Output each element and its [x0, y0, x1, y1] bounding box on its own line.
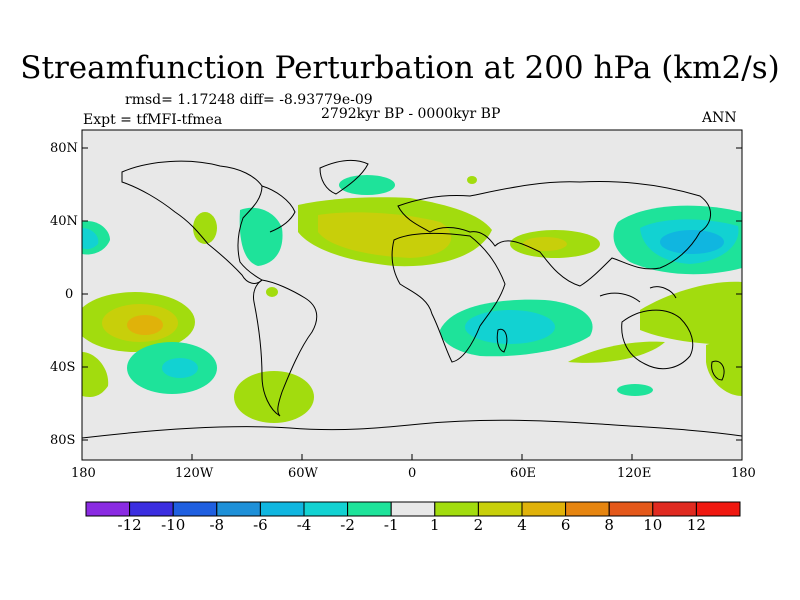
colorbar-box — [347, 501, 392, 517]
colorbar-box — [303, 501, 349, 517]
colorbar-box — [652, 501, 697, 517]
lon-label-180e: 180 — [731, 466, 756, 481]
colorbar — [85, 501, 741, 517]
antarctica-coast — [82, 419, 742, 439]
lon-label-180w: 180 — [71, 466, 96, 481]
northeast-america-coast — [261, 185, 296, 233]
madagascar-coast — [496, 328, 508, 353]
lat-label-40s: 40S — [50, 360, 76, 375]
anomaly-north-america-east — [239, 207, 283, 266]
anomaly-layer — [82, 175, 742, 423]
colorbar-box — [129, 501, 174, 517]
australia-coast — [621, 309, 694, 370]
colorbar-label: 4 — [517, 516, 527, 534]
map-background — [82, 130, 742, 460]
anomaly-arctic-small — [467, 176, 477, 184]
colorbar-box — [477, 501, 523, 517]
anomaly-north-atlantic-high-lat — [339, 175, 395, 195]
new-zealand-coast — [711, 360, 725, 381]
colorbar-box — [565, 501, 610, 517]
colorbar-label: 12 — [686, 516, 706, 534]
anomaly-central-north-pacific-core — [82, 228, 99, 250]
colorbar-label: -2 — [340, 516, 355, 534]
colorbar-label: -6 — [253, 516, 268, 534]
lon-label-120w: 120W — [175, 466, 214, 481]
lon-ticks — [191, 454, 633, 460]
colorbar-label: 8 — [604, 516, 614, 534]
anomaly-southern-south-america — [234, 371, 314, 423]
colorbar-label: 6 — [560, 516, 571, 534]
colorbar-label: -4 — [296, 516, 312, 534]
period-label: 2792kyr BP - 0000kyr BP — [321, 106, 501, 122]
lat-ticks — [82, 147, 742, 441]
lon-label-120e: 120E — [617, 466, 652, 481]
colorbar-box — [172, 501, 218, 517]
south-america-coast — [253, 279, 318, 417]
coastlines — [82, 160, 742, 439]
anomaly-australia-north — [640, 281, 742, 345]
colorbar-label: 10 — [643, 516, 663, 534]
eurasia-coast — [397, 181, 711, 287]
colorbar-label: 1 — [430, 516, 440, 534]
anomaly-east-pacific-north — [193, 212, 217, 244]
colorbar-label: -10 — [161, 516, 186, 534]
anomaly-west-edge-south — [82, 352, 109, 397]
lat-label-40n: 40N — [50, 214, 78, 229]
north-america-coast — [121, 160, 263, 284]
anomaly-northwest-pacific-core — [660, 230, 724, 254]
africa-coast — [391, 232, 506, 363]
colorbar-label: -12 — [117, 516, 142, 534]
anomaly-tropical-america — [266, 287, 278, 297]
anomaly-indian-ocean-south-core — [465, 310, 555, 344]
lat-label-80s: 80S — [50, 433, 76, 448]
colorbar-label: -8 — [209, 516, 225, 534]
colorbar-box — [434, 501, 479, 517]
greenland-coast — [319, 160, 369, 195]
stats-text: rmsd= 1.17248 diff= -8.93779e-09 — [125, 92, 373, 108]
anomaly-south-pacific-core — [127, 315, 163, 335]
anomaly-north-atlantic-core — [318, 212, 452, 258]
anomaly-southeast-pacific-core — [162, 358, 198, 378]
anomaly-south-asia-core — [523, 237, 567, 251]
anomaly-southern-indian-ocean — [568, 341, 665, 363]
lon-label-60w: 60W — [288, 466, 318, 481]
colorbar-label: 2 — [473, 516, 484, 534]
season-label: ANN — [702, 110, 737, 126]
map-title: Streamfunction Perturbation at 200 hPa (… — [20, 50, 780, 86]
colorbar-box — [608, 501, 654, 517]
colorbar-label: -1 — [383, 516, 399, 534]
maritime-continent-coast — [599, 286, 677, 303]
lon-label-0: 0 — [408, 466, 417, 481]
experiment-label: Expt = tfMFI-tfmea — [83, 112, 223, 128]
lat-label-80n: 80N — [50, 141, 78, 156]
anomaly-south-of-australia — [617, 384, 653, 396]
colorbar-box — [521, 501, 567, 517]
lon-label-60e: 60E — [510, 466, 537, 481]
colorbar-box — [695, 501, 741, 517]
lat-label-0: 0 — [65, 287, 74, 302]
colorbar-box — [85, 501, 131, 517]
colorbar-box — [216, 501, 261, 517]
colorbar-box — [390, 501, 436, 517]
colorbar-box — [259, 501, 305, 517]
